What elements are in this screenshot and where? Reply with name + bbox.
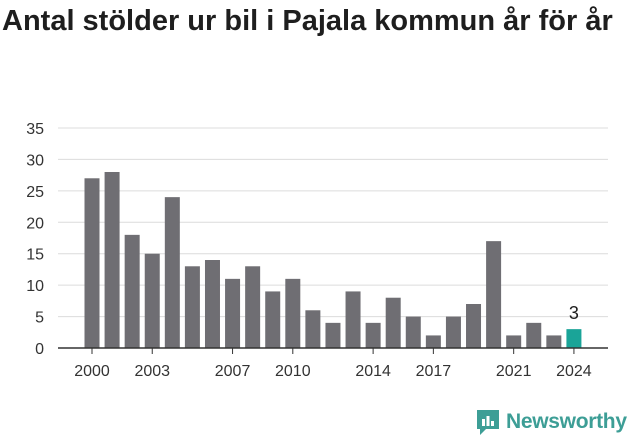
bar-2024 <box>566 329 582 348</box>
y-tick-label: 5 <box>35 310 44 327</box>
bar-2007 <box>225 278 241 348</box>
newsworthy-logo: Newsworthy <box>476 406 627 438</box>
data-labels: 3 <box>569 303 579 323</box>
bar-2013 <box>345 291 361 348</box>
bar-2011 <box>305 310 321 348</box>
bar-2009 <box>265 291 281 348</box>
x-tick-label: 2014 <box>355 363 391 380</box>
bar-2021 <box>506 335 522 348</box>
x-tick-label: 2010 <box>275 363 311 380</box>
bar-2004 <box>164 197 180 348</box>
bar-2023 <box>546 335 562 348</box>
x-tick-label: 2021 <box>496 363 532 380</box>
bar-2018 <box>445 316 461 348</box>
x-tick-label: 2024 <box>556 363 592 380</box>
bar-2020 <box>486 241 502 348</box>
bar-2019 <box>466 304 482 348</box>
bar-2014 <box>365 322 381 348</box>
x-tick-label: 2007 <box>215 363 251 380</box>
newsworthy-logo-icon <box>477 410 499 435</box>
y-tick-label: 35 <box>26 121 44 138</box>
y-tick-label: 0 <box>35 341 44 358</box>
bar-2005 <box>184 266 200 348</box>
bar-2022 <box>526 322 542 348</box>
bar-2001 <box>104 172 120 348</box>
bar-2006 <box>204 260 220 348</box>
bar-2000 <box>84 178 100 348</box>
bar-2015 <box>385 297 401 348</box>
bar-2002 <box>124 234 140 348</box>
y-tick-label: 15 <box>26 247 44 264</box>
x-tick-label: 2003 <box>134 363 170 380</box>
y-tick-label: 10 <box>26 278 44 295</box>
bar-2016 <box>405 316 421 348</box>
data-label-2024: 3 <box>569 303 579 323</box>
chart-title: Antal stölder ur bil i Pajala kommun år … <box>2 5 613 37</box>
gridlines <box>58 127 608 318</box>
x-tick-label: 2017 <box>416 363 452 380</box>
x-axis-ticks: 2000 2003 2007 2010 2014 2017 2021 2024 <box>74 348 592 380</box>
y-tick-label: 30 <box>26 152 44 169</box>
brand-name: Newsworthy <box>506 410 627 433</box>
y-tick-label: 20 <box>26 215 44 232</box>
bar-2017 <box>425 335 441 348</box>
bar-2012 <box>325 322 341 348</box>
bar-2008 <box>245 266 261 348</box>
bars <box>84 172 582 348</box>
x-tick-label: 2000 <box>74 363 110 380</box>
y-tick-label: 25 <box>26 184 44 201</box>
y-axis-ticks: 0 5 10 15 20 25 30 35 <box>26 121 44 358</box>
bar-2003 <box>144 253 160 348</box>
bar-2010 <box>285 278 301 348</box>
